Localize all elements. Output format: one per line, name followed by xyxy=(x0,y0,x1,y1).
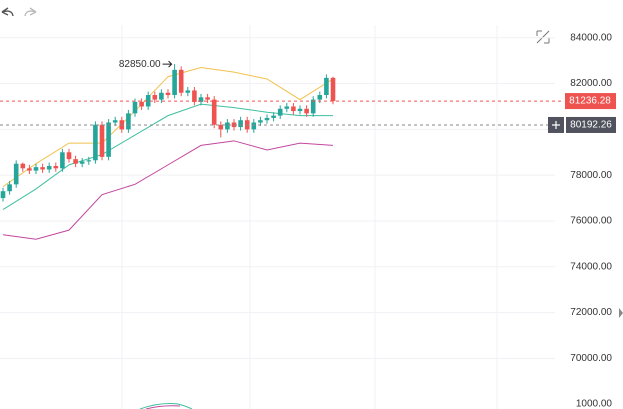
candle-body xyxy=(132,101,138,114)
undo-button[interactable] xyxy=(1,7,14,17)
candle-body xyxy=(46,166,52,170)
candle-body xyxy=(238,120,243,128)
candle-body xyxy=(20,163,26,169)
candle-body xyxy=(271,115,276,118)
candle-body xyxy=(99,124,105,157)
plus-icon xyxy=(552,120,560,129)
candle-body xyxy=(211,99,217,125)
candle-body xyxy=(159,92,164,100)
candle-body xyxy=(165,92,171,96)
candle-body xyxy=(7,184,12,192)
candle-body xyxy=(106,122,111,157)
y-tick-label: 70000.00 xyxy=(570,353,612,364)
candle-body xyxy=(73,159,78,164)
candle-body xyxy=(291,106,296,112)
add-alert-button[interactable] xyxy=(548,116,564,133)
crosshair-price-box xyxy=(566,116,616,133)
candle-body xyxy=(324,77,329,96)
candle-body xyxy=(112,120,118,123)
candle-body xyxy=(86,160,92,162)
annotation-arrow xyxy=(162,60,173,68)
y-tick-label: 84000.00 xyxy=(570,32,612,43)
y-tick-label: 76000.00 xyxy=(570,216,612,227)
candle-body xyxy=(297,108,303,112)
candle-body xyxy=(33,167,39,171)
candle-body xyxy=(126,113,131,130)
indicator-line xyxy=(2,140,334,240)
volume-tick-label: 1000.00 xyxy=(576,399,613,409)
candle-body xyxy=(152,95,158,100)
candle-body xyxy=(264,117,270,121)
redo-button[interactable] xyxy=(24,7,37,17)
candle-body xyxy=(145,95,151,107)
candle-body xyxy=(66,152,72,160)
side-toggle[interactable] xyxy=(619,308,623,318)
candle-body xyxy=(284,106,290,109)
volume-indicator xyxy=(145,405,181,409)
candle-body xyxy=(185,90,191,93)
candle-body xyxy=(13,163,19,185)
candle-body xyxy=(251,122,257,130)
candle-body xyxy=(225,122,230,130)
toolbar xyxy=(1,7,37,17)
volume-indicator xyxy=(139,403,193,409)
fullscreen-button[interactable] xyxy=(536,30,550,44)
candle-body xyxy=(0,191,6,199)
candle-body xyxy=(218,124,224,130)
candle-body xyxy=(310,99,316,114)
y-tick-label: 78000.00 xyxy=(570,170,612,181)
candle-body xyxy=(198,97,204,102)
y-tick-label: 82000.00 xyxy=(570,78,612,89)
candle-body xyxy=(40,167,45,170)
candle-body xyxy=(27,168,32,171)
candle-body xyxy=(277,108,283,116)
y-tick-label: 72000.00 xyxy=(570,307,612,318)
last-price-box xyxy=(565,93,616,110)
candle-body xyxy=(79,161,85,164)
candle-body xyxy=(192,90,197,102)
candle-body xyxy=(317,95,323,100)
candle-body xyxy=(53,166,59,169)
candle-body xyxy=(60,152,65,169)
crosshair-price-label: 80192.26 xyxy=(570,120,612,131)
candle-body xyxy=(304,108,309,114)
candle-body xyxy=(172,69,177,96)
candle-body xyxy=(330,77,336,102)
candle-body xyxy=(139,101,144,107)
max-annotation: 82850.00 xyxy=(119,59,161,70)
candle-body xyxy=(258,120,263,123)
indicator-line xyxy=(2,67,334,188)
candle-body xyxy=(205,97,210,100)
candle-body xyxy=(178,69,184,93)
last-price-label: 81236.28 xyxy=(569,96,611,107)
indicator-line xyxy=(2,103,333,210)
candle-body xyxy=(93,124,98,161)
y-tick-label: 74000.00 xyxy=(570,261,612,272)
